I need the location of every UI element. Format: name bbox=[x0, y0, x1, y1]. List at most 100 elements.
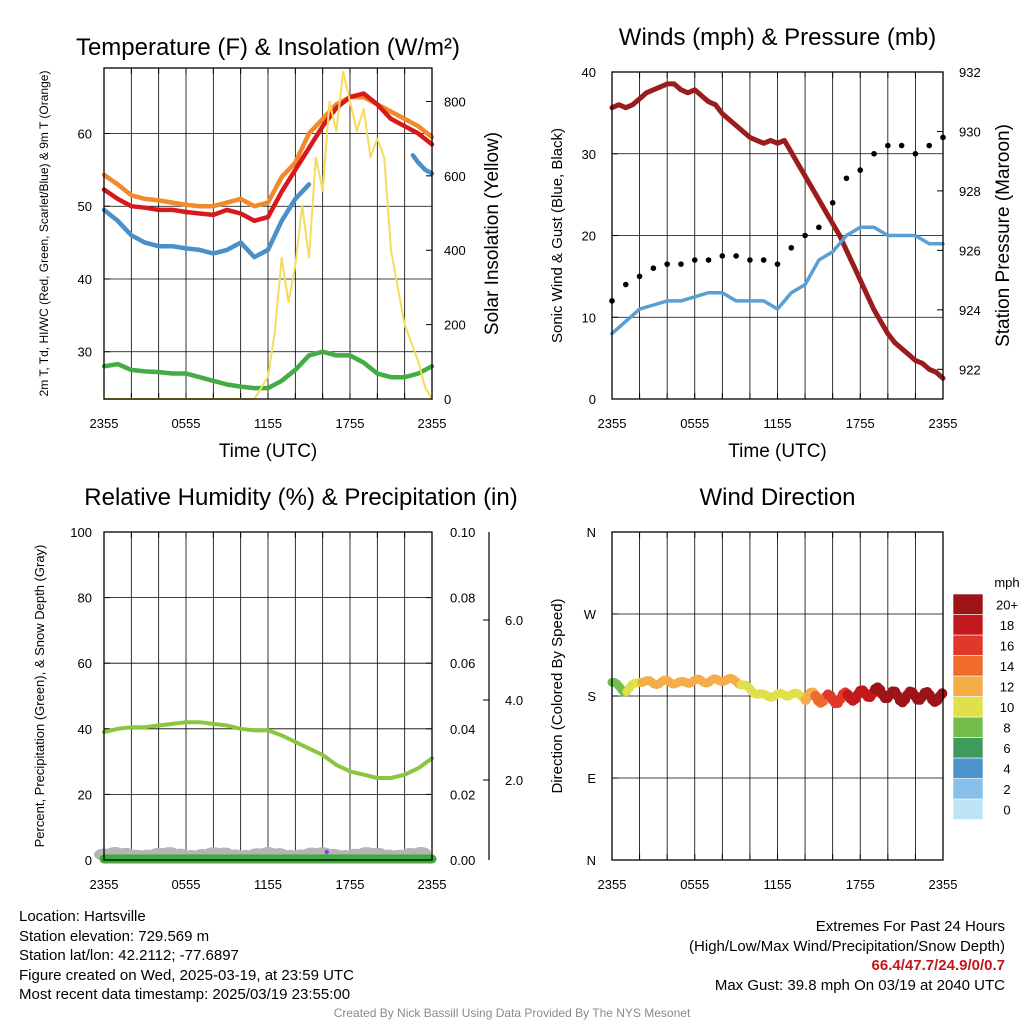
temp-series-line bbox=[101, 182, 312, 260]
y2-tick-label: 0.02 bbox=[450, 787, 475, 802]
station-info: Location: Hartsville Station elevation: … bbox=[19, 907, 354, 1005]
colorbar-label: 0 bbox=[1003, 802, 1010, 817]
y2-tick-label: 924 bbox=[959, 303, 981, 318]
colorbar-swatch bbox=[952, 778, 984, 800]
gust-point bbox=[747, 257, 753, 263]
recent-timestamp: Most recent data timestamp: 2025/03/19 2… bbox=[19, 986, 351, 1003]
wind-speed-line bbox=[610, 225, 945, 336]
extremes-values: 66.4/47.7/24.9/0/0.7 bbox=[871, 957, 1005, 974]
y2-tick-label: 926 bbox=[959, 243, 981, 258]
x-tick-label: 1755 bbox=[846, 877, 875, 892]
gust-point bbox=[816, 224, 822, 231]
plot-frame bbox=[103, 531, 433, 861]
gust-point bbox=[760, 257, 767, 263]
colorbar-swatch bbox=[952, 655, 984, 677]
temp-series-line bbox=[410, 153, 435, 176]
y3-tick-label: 4.0 bbox=[505, 693, 523, 708]
y2-tick-label: 200 bbox=[444, 318, 466, 333]
y2-tick-label: 922 bbox=[959, 362, 981, 377]
y3-tick-label: 6.0 bbox=[505, 613, 523, 628]
y-tick-label: 60 bbox=[78, 656, 92, 671]
x-tick-label: 0555 bbox=[680, 416, 709, 431]
temp-series-line bbox=[101, 91, 435, 224]
station-latlon: Station lat/lon: 42.2112; -77.6897 bbox=[19, 947, 239, 964]
gust-point bbox=[774, 261, 781, 267]
y2-axis-label: Solar Insolation (Yellow) bbox=[482, 132, 503, 335]
y2-tick-label: 0.04 bbox=[450, 722, 475, 737]
plot-frame bbox=[611, 531, 944, 861]
x-tick-label: 2355 bbox=[598, 416, 627, 431]
y3-tick-label: 2.0 bbox=[505, 773, 523, 788]
marker-point bbox=[324, 849, 329, 855]
x-axis-label: Time (UTC) bbox=[219, 441, 318, 462]
colorbar-swatch bbox=[952, 737, 984, 759]
gust-point bbox=[650, 265, 657, 272]
gust-point bbox=[691, 257, 698, 263]
gust-point bbox=[719, 253, 726, 259]
gust-point bbox=[926, 142, 933, 149]
x-tick-label: 1155 bbox=[254, 416, 282, 431]
gust-point bbox=[885, 142, 891, 149]
station-location: Location: Hartsville bbox=[19, 908, 146, 925]
relative-humidity-line bbox=[102, 720, 434, 780]
colorbar-swatch bbox=[952, 593, 984, 615]
colorbar-swatch bbox=[952, 675, 984, 697]
y-tick-label: 40 bbox=[78, 272, 92, 287]
y2-tick-label: 0.08 bbox=[450, 591, 475, 606]
y-tick-label: 40 bbox=[78, 722, 92, 737]
colorbar-swatch bbox=[952, 696, 984, 718]
x-tick-label: 2355 bbox=[90, 877, 119, 892]
x-tick-label: 1755 bbox=[336, 416, 365, 431]
colorbar-unit: mph bbox=[994, 575, 1019, 590]
y2-tick-label: 0.06 bbox=[450, 656, 475, 671]
y-axis-label: Percent, Precipitation (Green), & Snow D… bbox=[32, 545, 47, 848]
y2-tick-label: 932 bbox=[959, 65, 981, 80]
y-tick-label: 0 bbox=[589, 392, 596, 407]
x-tick-label: 2355 bbox=[598, 877, 627, 892]
y2-tick-label: 0.00 bbox=[450, 853, 475, 868]
extremes-panel: Extremes For Past 24 Hours (High/Low/Max… bbox=[689, 917, 1005, 995]
gust-point bbox=[912, 150, 919, 157]
extremes-subtitle: (High/Low/Max Wind/Precipitation/Snow De… bbox=[689, 937, 1005, 955]
colorbar-label: 10 bbox=[1000, 700, 1014, 715]
colorbar-label: 12 bbox=[1000, 679, 1014, 694]
gust-point bbox=[636, 273, 643, 280]
gust-point bbox=[829, 200, 836, 206]
x-tick-label: 2355 bbox=[418, 416, 447, 431]
x-tick-label: 1155 bbox=[764, 877, 792, 892]
y2-tick-label: 0 bbox=[444, 392, 451, 407]
x-tick-label: 2355 bbox=[418, 877, 447, 892]
temp-series-line bbox=[101, 349, 435, 391]
station-elevation: Station elevation: 729.569 m bbox=[19, 927, 210, 945]
gust-point bbox=[857, 167, 864, 173]
y2-tick-label: 400 bbox=[444, 243, 466, 258]
x-axis-label: Time (UTC) bbox=[728, 441, 827, 462]
y2-axis-label: Station Pressure (Maroon) bbox=[993, 124, 1014, 347]
colorbar-label: 20+ bbox=[996, 597, 1018, 612]
y-tick-label: E bbox=[587, 771, 596, 786]
colorbar-label: 14 bbox=[1000, 659, 1014, 674]
gust-point bbox=[871, 150, 877, 157]
gust-point bbox=[733, 253, 739, 259]
y2-tick-label: 928 bbox=[959, 184, 981, 199]
plot-frame bbox=[103, 67, 433, 400]
colorbar-swatch bbox=[952, 798, 984, 820]
gust-point bbox=[802, 232, 808, 239]
y-tick-label: W bbox=[584, 607, 597, 622]
y2-tick-label: 930 bbox=[959, 124, 981, 139]
x-tick-label: 2355 bbox=[929, 877, 958, 892]
x-tick-label: 1755 bbox=[846, 416, 875, 431]
extremes-title: Extremes For Past 24 Hours bbox=[815, 918, 1005, 935]
y-tick-label: N bbox=[587, 853, 596, 868]
y-tick-label: 100 bbox=[70, 525, 92, 540]
colorbar-label: 8 bbox=[1003, 720, 1010, 735]
chart-title-wind-direction: Wind Direction bbox=[699, 484, 855, 511]
colorbar-label: 18 bbox=[1000, 618, 1014, 633]
pressure-line bbox=[609, 81, 946, 381]
y-tick-label: 50 bbox=[78, 199, 92, 214]
x-tick-label: 0555 bbox=[680, 877, 709, 892]
y-tick-label: 10 bbox=[582, 310, 596, 325]
chart-title-winds: Winds (mph) & Pressure (mb) bbox=[619, 24, 936, 51]
gust-point bbox=[705, 257, 712, 263]
colorbar-swatch bbox=[952, 716, 984, 738]
